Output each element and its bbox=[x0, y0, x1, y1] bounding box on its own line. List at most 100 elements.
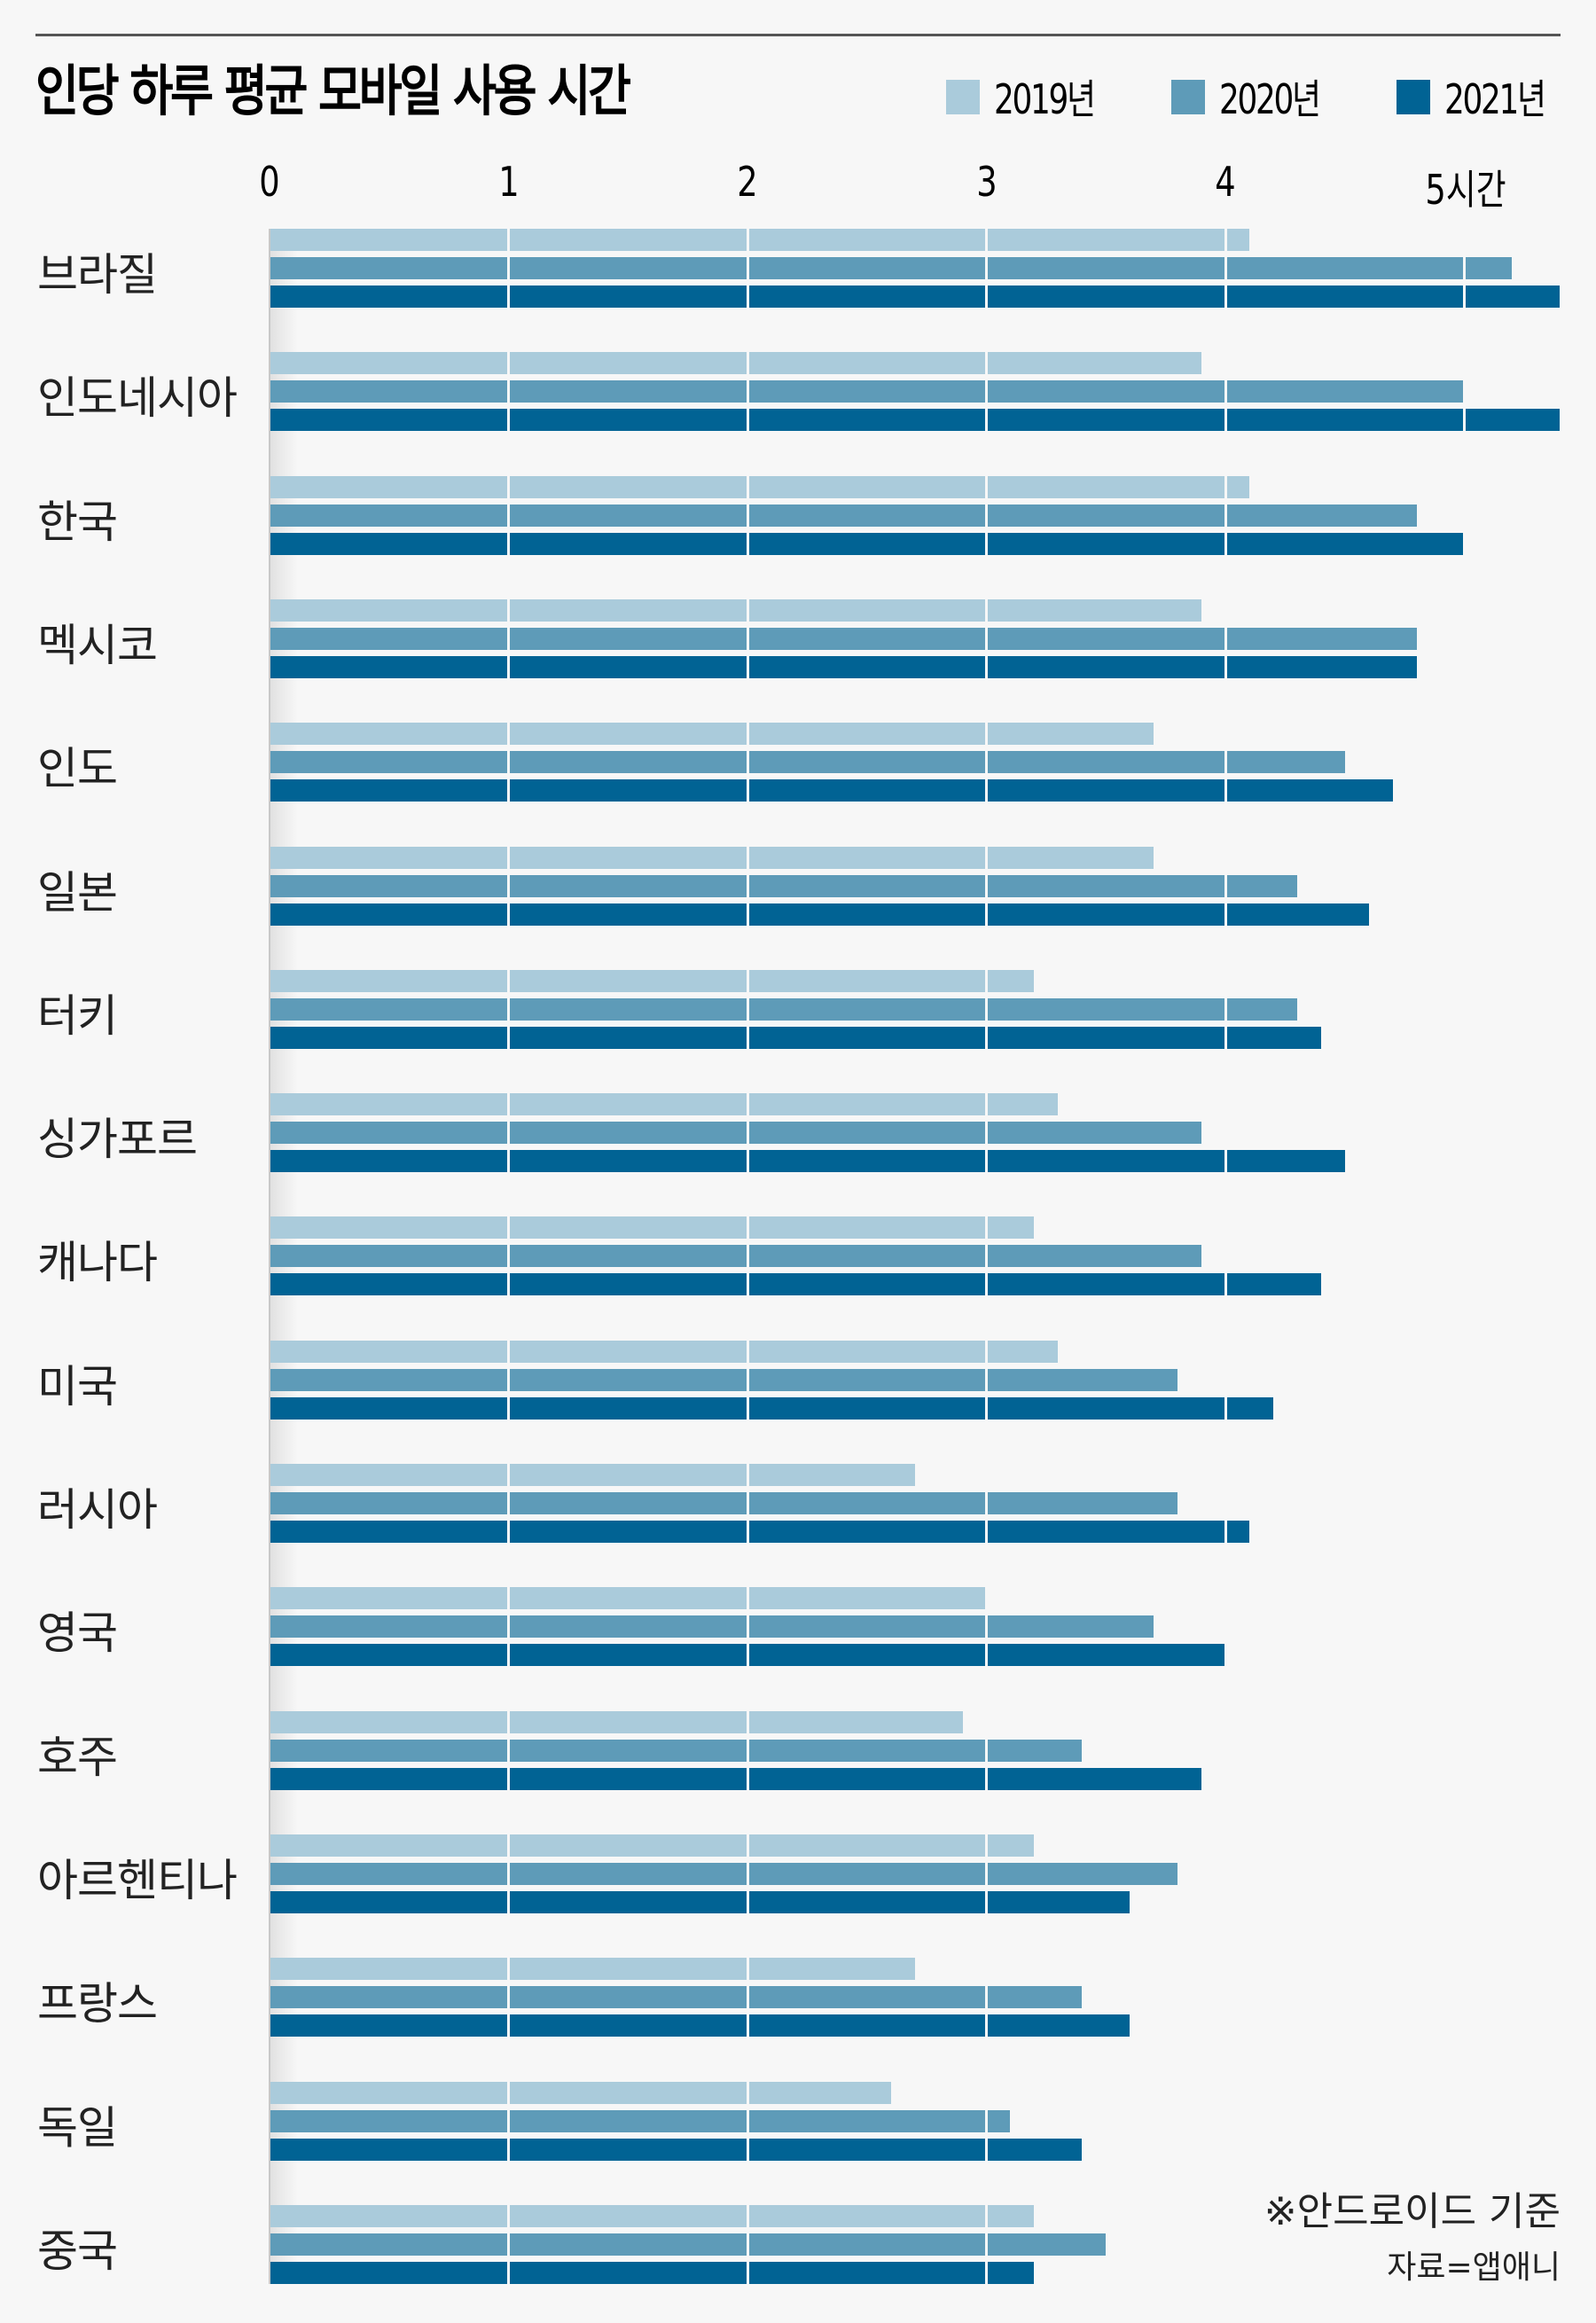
category-group: 터키 bbox=[0, 969, 1596, 1055]
bar-2020 bbox=[270, 504, 1417, 527]
bar-2019 bbox=[270, 1464, 915, 1486]
category-label: 미국 bbox=[37, 1360, 118, 1412]
bar-2020 bbox=[270, 1122, 1202, 1145]
bar-2019 bbox=[270, 969, 1035, 992]
gridline-3 bbox=[985, 229, 988, 2284]
bar-2021 bbox=[270, 1026, 1321, 1049]
category-label: 아르헨티나 bbox=[37, 1854, 238, 1906]
category-group: 아르헨티나 bbox=[0, 1834, 1596, 1920]
category-group: 영국 bbox=[0, 1587, 1596, 1672]
category-group: 인도 bbox=[0, 723, 1596, 808]
category-group: 캐나다 bbox=[0, 1216, 1596, 1302]
bar-2021 bbox=[270, 2014, 1130, 2038]
bar-2020 bbox=[270, 380, 1465, 403]
bar-2019 bbox=[270, 723, 1154, 746]
x-tick-5: 5시간 bbox=[1425, 166, 1506, 214]
gridline-5 bbox=[1463, 229, 1466, 2284]
bar-2019 bbox=[270, 1216, 1035, 1240]
category-label: 중국 bbox=[37, 2225, 118, 2277]
category-label: 인도네시아 bbox=[37, 372, 238, 425]
bar-2021 bbox=[270, 409, 1561, 432]
bar-2020 bbox=[270, 2109, 1011, 2132]
bar-2019 bbox=[270, 1587, 987, 1610]
bar-2020 bbox=[270, 874, 1297, 897]
bar-2021 bbox=[270, 1150, 1345, 1173]
legend-swatch-2019 bbox=[946, 79, 980, 114]
bar-2021 bbox=[270, 1273, 1321, 1296]
x-tick-0: 0 bbox=[259, 158, 280, 206]
x-tick-3: 3 bbox=[975, 158, 998, 206]
gridline-1 bbox=[507, 229, 510, 2284]
bar-2019 bbox=[270, 1834, 1035, 1857]
category-group: 러시아 bbox=[0, 1464, 1596, 1549]
bar-2019 bbox=[270, 598, 1202, 622]
legend-label-2020: 2020년 bbox=[1219, 75, 1321, 123]
bar-2019 bbox=[270, 2081, 891, 2104]
bar-2020 bbox=[270, 1492, 1178, 1514]
bar-2020 bbox=[270, 997, 1297, 1021]
category-label: 일본 bbox=[37, 866, 118, 919]
bar-2021 bbox=[270, 2261, 1035, 2284]
category-label: 터키 bbox=[37, 989, 118, 1042]
bar-2019 bbox=[270, 1093, 1059, 1116]
category-label: 인도 bbox=[37, 743, 118, 795]
category-group: 싱가포르 bbox=[0, 1093, 1596, 1178]
category-group: 중국 bbox=[0, 2204, 1596, 2290]
bar-2021 bbox=[270, 1890, 1130, 1913]
bar-2021 bbox=[270, 532, 1465, 555]
category-group: 호주 bbox=[0, 1710, 1596, 1796]
bar-2020 bbox=[270, 751, 1345, 774]
x-tick-1: 1 bbox=[497, 158, 520, 206]
footnote-source: 자료=앱애니 bbox=[1387, 2249, 1561, 2286]
bar-2019 bbox=[270, 1340, 1059, 1363]
bar-2020 bbox=[270, 1986, 1083, 2009]
bar-2021 bbox=[270, 2138, 1083, 2161]
bar-2021 bbox=[270, 1521, 1249, 1543]
bar-2020 bbox=[270, 1245, 1202, 1268]
legend-label-2019: 2019년 bbox=[994, 75, 1096, 123]
category-group: 한국 bbox=[0, 475, 1596, 561]
y-axis-line bbox=[269, 229, 270, 2284]
bar-2020 bbox=[270, 1368, 1178, 1391]
category-label: 호주 bbox=[37, 1731, 118, 1783]
legend-swatch-2020 bbox=[1171, 79, 1205, 114]
category-label: 싱가포르 bbox=[37, 1114, 198, 1166]
legend-item-2021: 2021년 bbox=[1396, 67, 1572, 126]
bar-2019 bbox=[270, 229, 1249, 251]
legend-item-2019: 2019년 bbox=[946, 67, 1122, 126]
category-label: 러시아 bbox=[37, 1484, 158, 1536]
category-label: 독일 bbox=[37, 2101, 118, 2154]
category-group: 인도네시아 bbox=[0, 352, 1596, 437]
gridline-4 bbox=[1224, 229, 1227, 2284]
footnote-basis: ※안드로이드 기준 bbox=[1264, 2189, 1561, 2234]
bar-2020 bbox=[270, 257, 1513, 279]
bar-2020 bbox=[270, 627, 1417, 650]
bar-2020 bbox=[270, 1615, 1154, 1639]
category-label: 프랑스 bbox=[37, 1978, 158, 2030]
top-rule bbox=[35, 34, 1561, 36]
bar-2019 bbox=[270, 846, 1154, 869]
category-label: 멕시코 bbox=[37, 619, 158, 671]
bar-2021 bbox=[270, 1396, 1273, 1420]
bar-2019 bbox=[270, 475, 1249, 498]
bar-2019 bbox=[270, 1958, 915, 1981]
category-group: 미국 bbox=[0, 1340, 1596, 1426]
x-tick-2: 2 bbox=[737, 158, 758, 206]
bar-2021 bbox=[270, 655, 1417, 678]
bar-2020 bbox=[270, 1739, 1083, 1762]
bar-2020 bbox=[270, 1862, 1178, 1885]
bar-2021 bbox=[270, 779, 1393, 802]
category-group: 일본 bbox=[0, 846, 1596, 932]
category-label: 한국 bbox=[37, 496, 118, 548]
legend-swatch-2021 bbox=[1396, 79, 1430, 114]
bar-2021 bbox=[270, 903, 1369, 926]
category-group: 브라질 bbox=[0, 229, 1596, 314]
gridline-2 bbox=[746, 229, 749, 2284]
bar-2021 bbox=[270, 285, 1561, 308]
bar-2019 bbox=[270, 2204, 1035, 2227]
bar-2019 bbox=[270, 352, 1202, 375]
category-group: 프랑스 bbox=[0, 1958, 1596, 2043]
legend-item-2020: 2020년 bbox=[1171, 67, 1347, 126]
chart-title: 인당 하루 평균 모바일 사용 시간 bbox=[35, 59, 631, 123]
category-label: 영국 bbox=[37, 1607, 118, 1660]
